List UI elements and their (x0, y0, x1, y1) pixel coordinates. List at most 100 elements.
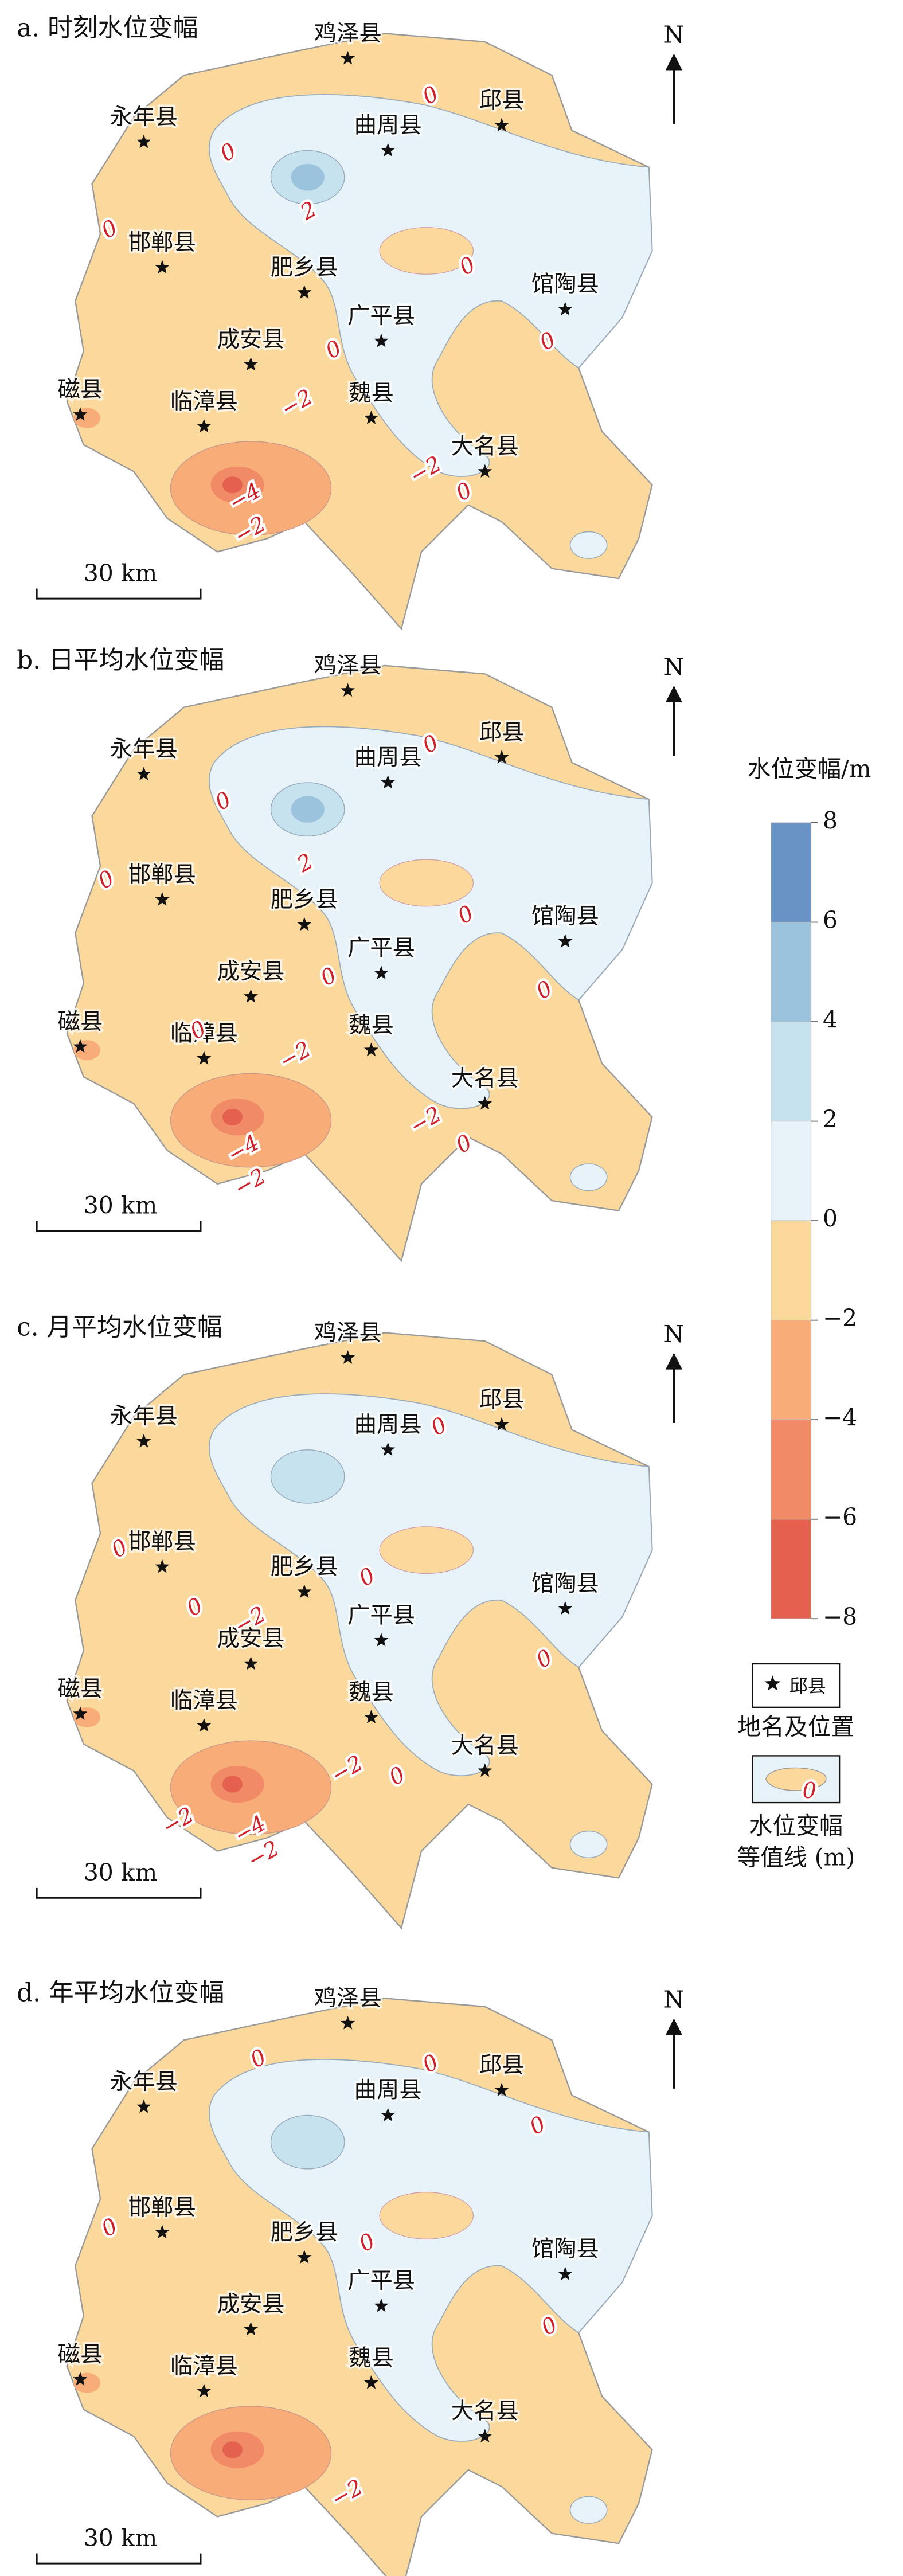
county-marker (73, 407, 88, 421)
scale-label: 30 km (84, 1191, 157, 1219)
county-label: 磁县 (58, 2341, 103, 2367)
legend-swatch (770, 1220, 812, 1321)
county-label: 永年县 (110, 1403, 178, 1429)
county-marker (73, 1039, 88, 1053)
contour-caption: 等值线 (m) (737, 1844, 855, 1871)
county-label: 魏县 (349, 2344, 394, 2371)
county-marker (136, 134, 151, 148)
rise-core (270, 1449, 345, 1504)
county-marker (363, 1710, 379, 1723)
county-marker (374, 1633, 389, 1647)
rise-pocket (569, 1830, 608, 1859)
county-label: 邯郸县 (128, 229, 196, 256)
symbol-box (752, 1663, 841, 1709)
drop-peak (222, 476, 243, 494)
scale-bar (36, 2553, 202, 2565)
county-marker (243, 989, 259, 1003)
county-marker (478, 2429, 492, 2442)
north-label: N (664, 1320, 685, 1348)
county-label: 永年县 (110, 104, 178, 130)
county-label: 曲周县 (354, 2077, 422, 2104)
county-label: 鸡泽县 (314, 20, 382, 46)
north-arrowhead (665, 2018, 682, 2035)
county-label: 魏县 (349, 380, 394, 406)
county-label: 广平县 (347, 2268, 415, 2294)
place-caption: 地名及位置 (737, 1713, 854, 1741)
legend-tick-label: 4 (823, 1006, 838, 1034)
county-marker (558, 302, 573, 316)
county-label: 馆陶县 (531, 271, 599, 298)
rise-peak (291, 796, 325, 823)
contour-caption: 水位变幅 (749, 1812, 843, 1839)
county-marker (243, 357, 259, 371)
county-label: 魏县 (349, 1012, 394, 1038)
rise-pocket (569, 2496, 608, 2524)
county-label: 临漳县 (170, 1687, 238, 1714)
county-label: 成安县 (217, 326, 284, 353)
county-marker (494, 118, 509, 132)
county-marker (136, 767, 151, 780)
county-label: 大名县 (451, 1733, 519, 1759)
county-marker (243, 1656, 259, 1670)
county-marker (197, 1718, 212, 1732)
county-marker (494, 1417, 509, 1431)
county-marker (155, 892, 170, 906)
symbol-label: 邱县 (789, 1675, 826, 1697)
county-marker (478, 1096, 492, 1110)
county-marker (243, 2321, 259, 2336)
county-marker (341, 50, 355, 65)
county-label: 馆陶县 (531, 1570, 599, 1597)
county-label: 大名县 (451, 433, 519, 460)
rise-pocket (379, 859, 474, 907)
north-label: N (664, 1986, 685, 2014)
county-marker (341, 1350, 355, 1364)
county-marker (155, 260, 170, 274)
county-label: 大名县 (451, 2398, 519, 2425)
rise-pocket (569, 531, 608, 559)
county-label: 永年县 (110, 2069, 178, 2095)
county-label: 魏县 (349, 1679, 394, 1706)
rise-pocket (379, 2192, 474, 2239)
county-label: 广平县 (347, 303, 415, 329)
county-marker (136, 2099, 151, 2113)
legend-tick-label: −2 (823, 1304, 857, 1332)
county-marker (363, 2375, 379, 2389)
county-marker (494, 750, 509, 764)
rise-core (270, 2114, 345, 2170)
county-label: 肥乡县 (271, 886, 338, 913)
county-label: 广平县 (347, 935, 415, 961)
county-label: 邱县 (479, 719, 525, 745)
county-label: 临漳县 (170, 388, 238, 415)
county-label: 邱县 (479, 1386, 525, 1413)
contour-sample: 0 (803, 1778, 816, 1803)
county-marker (494, 2082, 509, 2097)
county-label: 鸡泽县 (314, 652, 382, 679)
legend-tick-label: 6 (823, 906, 838, 934)
county-label: 邱县 (479, 87, 525, 114)
county-label: 磁县 (58, 1008, 103, 1035)
county-marker (155, 1559, 170, 1573)
county-marker (381, 143, 396, 157)
scale-label: 30 km (84, 560, 157, 587)
scale-label: 30 km (84, 2524, 157, 2552)
county-marker (297, 2250, 312, 2264)
county-marker (136, 1433, 151, 1448)
county-label: 肥乡县 (271, 1554, 338, 1580)
legend-tick-label: 2 (823, 1105, 838, 1133)
legend-swatch (770, 921, 812, 1022)
county-marker (374, 333, 389, 347)
county-marker (381, 775, 396, 789)
county-marker (478, 464, 492, 478)
county-label: 馆陶县 (531, 2236, 599, 2262)
legend-tick-label: 0 (823, 1205, 838, 1233)
county-marker (297, 285, 312, 299)
north-arrowhead (665, 685, 682, 702)
county-label: 永年县 (110, 736, 178, 763)
county-marker (73, 2372, 88, 2386)
county-marker (341, 2015, 355, 2030)
